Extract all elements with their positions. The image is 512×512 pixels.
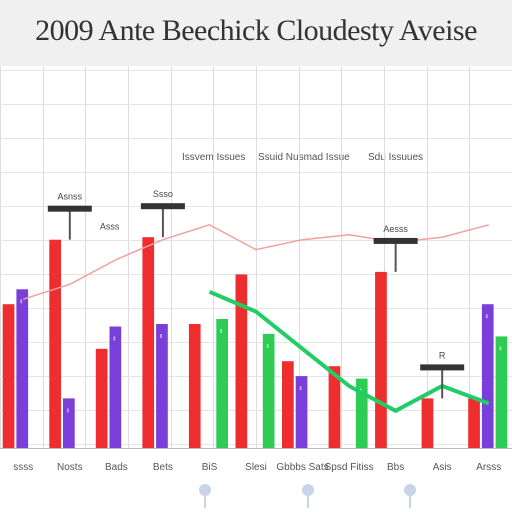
bar xyxy=(328,366,341,448)
x-tick-label: Nosts xyxy=(57,462,83,473)
x-tick-label: Slesi xyxy=(245,462,267,473)
x-tick-labels: ssss Nosts Bads Bets BiS Slesi Gbbbs SatsSpsd … xyxy=(0,448,512,473)
annotation-sublabel: Asss xyxy=(100,222,120,232)
bars xyxy=(2,237,508,448)
title-bar xyxy=(0,0,512,66)
series-line xyxy=(208,289,490,414)
bar xyxy=(216,319,228,448)
x-tick-label: Bads xyxy=(105,462,128,473)
annotation-label: Ssso xyxy=(153,189,173,199)
bar-label-mark xyxy=(67,408,69,413)
x-tick-label: Spsd Fitiss xyxy=(325,462,374,473)
annotation-label: Aesss xyxy=(383,224,408,234)
x-tick-label: BiS xyxy=(202,462,218,473)
bar-label-mark xyxy=(220,329,222,333)
bottom-pins xyxy=(199,484,416,508)
bar-label-mark xyxy=(499,346,502,351)
bar xyxy=(421,398,434,448)
bar xyxy=(63,398,75,448)
bar xyxy=(109,326,122,448)
bar xyxy=(355,378,368,448)
pin-icon xyxy=(404,484,416,496)
bar-label-mark xyxy=(485,314,488,319)
bar xyxy=(2,304,15,448)
x-tick-label: Arsss xyxy=(476,462,501,473)
annotation-cap xyxy=(373,237,418,244)
x-tick-label: Asis xyxy=(433,462,452,473)
bar-label-mark xyxy=(113,336,116,341)
pin-icon xyxy=(302,484,314,496)
bar xyxy=(156,324,168,448)
legend-item-2: Ssuid Nusmad Issue xyxy=(258,152,350,163)
annotation-label: Asnss xyxy=(58,192,83,202)
x-tick-label: ssss xyxy=(13,462,33,473)
bar-label-mark xyxy=(266,343,269,348)
bar xyxy=(295,376,308,448)
bar xyxy=(142,237,155,448)
bar xyxy=(282,361,294,448)
bar xyxy=(495,336,508,448)
annotation-cap xyxy=(47,205,92,212)
bar xyxy=(375,271,387,448)
bar xyxy=(188,324,201,448)
grid xyxy=(0,66,512,448)
bar xyxy=(468,398,480,448)
bar xyxy=(481,304,494,448)
x-tick-label: Bbs xyxy=(387,462,404,473)
legend-item-3: Sdu Issuues xyxy=(368,152,424,163)
bar-label-mark xyxy=(299,386,302,391)
chart-title: 2009 Ante Beechick Cloudesty Aveise xyxy=(35,14,477,47)
bar xyxy=(95,348,108,448)
bar xyxy=(16,289,29,448)
x-tick-label: Bets xyxy=(153,462,173,473)
pin-icon xyxy=(199,484,211,496)
annotation-label: R xyxy=(439,350,446,360)
x-tick-label: Gbbbs Sats xyxy=(276,462,328,473)
bar xyxy=(262,333,275,448)
bar-label-mark xyxy=(20,299,23,304)
bar xyxy=(235,274,248,448)
bar xyxy=(49,239,61,448)
annotation-cap xyxy=(140,203,185,210)
annotation-cap xyxy=(420,364,465,371)
annotations: Asnss Asss Ssso Aesss R xyxy=(47,189,465,399)
bar-label-mark xyxy=(160,334,162,338)
